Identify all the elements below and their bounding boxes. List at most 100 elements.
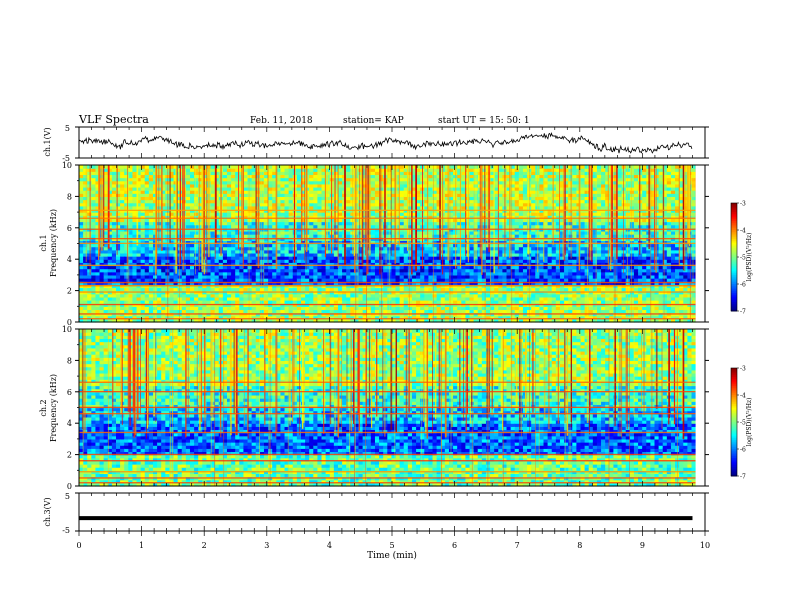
spectrogram-cell — [169, 332, 175, 336]
spectrogram-cell — [148, 410, 154, 415]
spectrogram-cell — [226, 372, 232, 377]
spectrogram-cell — [140, 360, 146, 365]
spectrogram-cell — [148, 347, 154, 352]
spectrogram-cell — [185, 432, 191, 437]
spectrogram-cell — [235, 482, 240, 487]
spectrogram-cell — [99, 416, 105, 421]
spectrogram-cell — [206, 460, 212, 465]
spectrogram-cell — [259, 457, 265, 462]
spectrogram-cell — [124, 460, 129, 465]
spectrogram-cell — [161, 376, 166, 380]
spectrogram-cell — [317, 357, 323, 361]
spectrogram-cell — [185, 454, 191, 459]
spectrogram-cell — [317, 376, 323, 380]
spectrogram-cell — [255, 338, 261, 343]
spectrogram-cell — [272, 448, 277, 453]
spectrogram-cell — [284, 426, 290, 431]
spectrogram-cell — [276, 391, 282, 396]
spectrogram-cell — [116, 442, 121, 446]
spectrogram-cell — [87, 369, 92, 374]
spectrogram-cell — [235, 448, 240, 453]
spectrogram-cell — [194, 426, 199, 431]
spectrogram-cell — [132, 482, 138, 487]
spectrogram-cell — [189, 347, 195, 352]
spectrogram-cell — [128, 435, 134, 440]
spectrogram-cell — [194, 357, 199, 361]
spectrogram-cell — [124, 366, 129, 371]
spectrogram-cell — [169, 335, 175, 340]
spectrogram-cell — [288, 379, 294, 383]
spectrogram-cell — [222, 369, 228, 374]
spectrogram-cell — [317, 398, 323, 402]
spectrogram-cell — [222, 388, 228, 393]
spectrogram-cell — [79, 429, 84, 434]
spectrogram-cell — [148, 341, 154, 346]
spectrogram-cell — [255, 382, 261, 387]
spectrogram-cell — [292, 410, 298, 415]
spectrogram-cell — [276, 445, 282, 449]
spectrogram-cell — [144, 464, 150, 468]
spectrogram-cell — [99, 401, 105, 405]
spectrogram-cell — [317, 413, 323, 418]
spectrogram-cell — [206, 435, 212, 440]
spectrogram-cell — [83, 479, 88, 484]
spectrogram-cell — [272, 464, 277, 468]
spectrogram-cell — [140, 379, 146, 383]
spectrogram-cell — [276, 473, 282, 478]
spectrogram-cell — [226, 435, 232, 440]
spectrogram-cell — [140, 407, 146, 412]
spectrogram-cell — [214, 479, 220, 484]
spectrogram-cell — [120, 467, 125, 471]
spectrogram-cell — [165, 338, 171, 343]
spectrogram-cell — [284, 451, 290, 456]
spectrogram-cell — [272, 473, 277, 478]
spectrogram-cell — [148, 460, 154, 465]
spectrogram-cell — [202, 460, 208, 465]
spectrogram-cell — [231, 467, 236, 471]
spectrogram-cell — [276, 344, 282, 349]
spectrogram-cell — [276, 442, 282, 446]
spectrogram-cell — [169, 445, 175, 449]
spectrogram-cell — [214, 451, 220, 456]
spectrogram-cell — [231, 335, 236, 340]
spectrogram-cell — [251, 404, 257, 409]
spectrogram-cell — [309, 385, 314, 390]
spectrogram-cell — [206, 341, 212, 346]
spectrogram-cell — [263, 448, 269, 453]
spectrogram-cell — [111, 451, 117, 456]
spectrogram-cell — [259, 372, 265, 377]
spectrogram-cell — [214, 426, 220, 431]
spectrogram-cell — [222, 435, 228, 440]
spectrogram-cell — [99, 344, 105, 349]
spectrogram-cell — [95, 410, 101, 415]
spectrogram-cell — [124, 407, 129, 412]
spectrogram-cell — [194, 442, 199, 446]
spectrogram-cell — [189, 357, 195, 361]
spectrogram-cell — [181, 335, 187, 340]
spectrogram-cell — [169, 372, 175, 377]
spectrogram-cell — [194, 354, 199, 358]
spectrogram-cell — [124, 382, 129, 387]
spectrogram-cell — [95, 448, 101, 453]
spectrogram-cell — [251, 451, 257, 456]
spectrogram-cell — [87, 448, 92, 453]
spectrogram-cell — [453, 329, 458, 333]
spectrogram-cell — [173, 347, 179, 352]
spectrogram-cell — [103, 376, 109, 380]
spectrogram-cell — [124, 344, 129, 349]
spectrogram-cell — [103, 479, 109, 484]
spectrogram-cell — [169, 432, 175, 437]
spectrogram-cell — [99, 347, 105, 352]
spectrogram-cell — [124, 426, 129, 431]
spectrogram-cell — [222, 416, 228, 421]
spectrogram-cell — [194, 338, 199, 343]
spectrogram-cell — [148, 350, 154, 355]
spectrogram-cell — [95, 363, 101, 368]
spectrogram-cell — [124, 360, 129, 365]
spectrogram-cell — [124, 338, 129, 343]
spectrogram-cell — [128, 438, 134, 443]
spectrogram-cell — [272, 404, 277, 409]
spectrogram-cell — [132, 445, 138, 449]
spectrogram-cell — [226, 410, 232, 415]
spectrogram-cell — [177, 451, 183, 456]
